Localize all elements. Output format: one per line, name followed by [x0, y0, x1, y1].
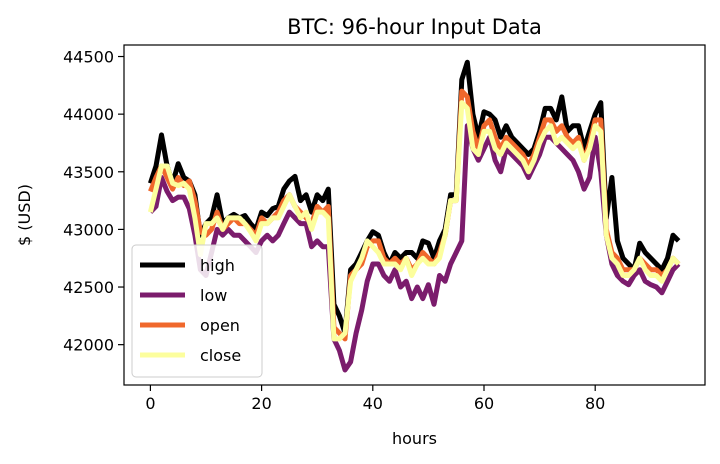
legend-label-open: open [200, 316, 240, 335]
x-tick-label: 40 [363, 394, 383, 413]
chart-title: BTC: 96-hour Input Data [287, 15, 542, 39]
y-tick-label: 44500 [63, 48, 114, 67]
series-line-close [147, 100, 681, 342]
series-line-low [148, 123, 681, 373]
y-tick-label: 44000 [63, 105, 114, 124]
y-tick-label: 43000 [63, 220, 114, 239]
y-axis-label: $ (USD) [15, 184, 34, 246]
legend-label-close: close [200, 346, 241, 365]
plot-frame [123, 44, 706, 386]
x-tick-label: 60 [474, 394, 494, 413]
legend: high low open close [131, 244, 263, 378]
legend-box [131, 244, 263, 378]
legend-label-low: low [200, 286, 227, 305]
y-tick-label: 43500 [63, 163, 114, 182]
y-tick-label: 42500 [63, 278, 114, 297]
y-tick-label: 42000 [63, 336, 114, 355]
x-ticks: 0 20 40 60 80 [145, 385, 605, 413]
legend-label-high: high [200, 256, 235, 275]
x-tick-label: 80 [585, 394, 605, 413]
legend-entries: high low open close [140, 256, 241, 365]
plot-lines [147, 59, 681, 373]
x-tick-label: 20 [251, 394, 271, 413]
x-axis-label: hours [392, 429, 437, 448]
x-tick-label: 0 [145, 394, 155, 413]
y-ticks: 42000 42500 43000 43500 44000 44500 [63, 48, 124, 355]
